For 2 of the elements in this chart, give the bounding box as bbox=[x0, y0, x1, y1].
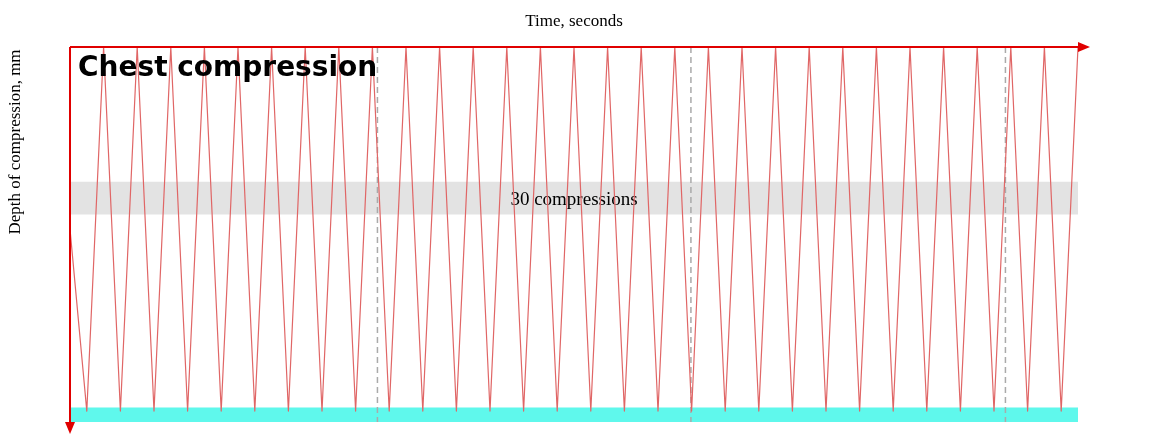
y-axis-title: Depth of compression, mm bbox=[5, 49, 25, 235]
x-axis-title: Time, seconds bbox=[525, 11, 623, 31]
